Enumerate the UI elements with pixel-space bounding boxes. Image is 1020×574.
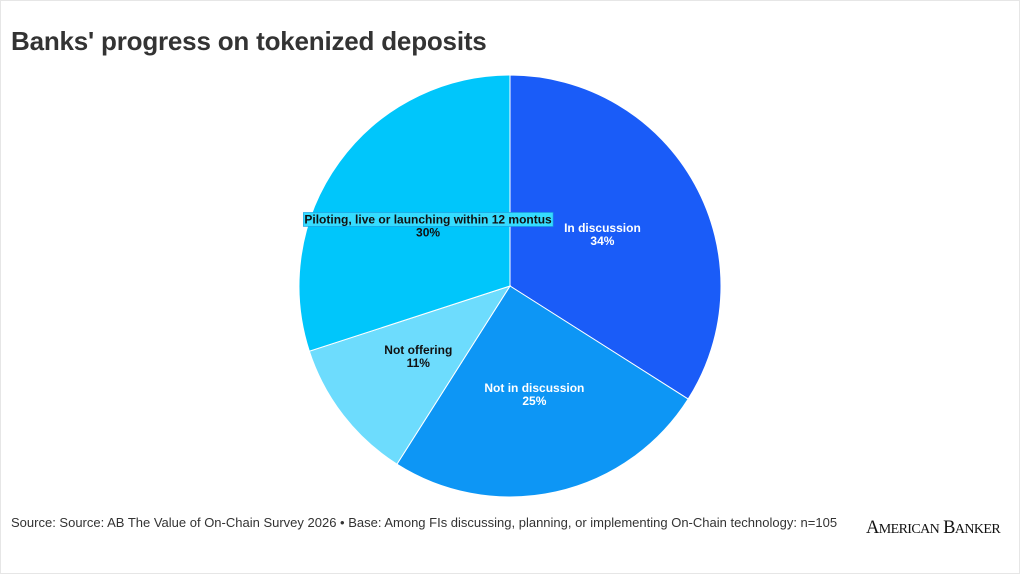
american-banker-logo: AMERICAN BANKER — [866, 518, 1001, 538]
slice-value-piloting-live-or-launching-within-12-montus: 30% — [416, 225, 440, 239]
slice-label-highlight — [303, 212, 554, 227]
pie-slice-not-in-discussion[interactable] — [396, 285, 689, 498]
slice-label-in-discussion: In discussion — [564, 221, 641, 235]
slice-value-in-discussion: 34% — [590, 234, 614, 248]
slice-value-not-offering: 11% — [407, 356, 431, 370]
pie-slice-in-discussion[interactable] — [509, 74, 722, 400]
slice-value-not-in-discussion: 25% — [522, 394, 546, 408]
slice-label-not-offering: Not offering — [384, 343, 452, 357]
slice-label-piloting-live-or-launching-within-12-montus: Piloting, live or launching within 12 mo… — [304, 212, 552, 226]
pie-slice-not-offering[interactable] — [308, 285, 512, 465]
source-note: Source: Source: AB The Value of On-Chain… — [11, 515, 838, 530]
slice-label-group-piloting-live-or-launching-within-12-montus: Piloting, live or launching within 12 mo… — [303, 212, 554, 239]
chart-title: Banks' progress on tokenized deposits — [11, 26, 487, 56]
slice-label-not-in-discussion: Not in discussion — [484, 381, 584, 395]
